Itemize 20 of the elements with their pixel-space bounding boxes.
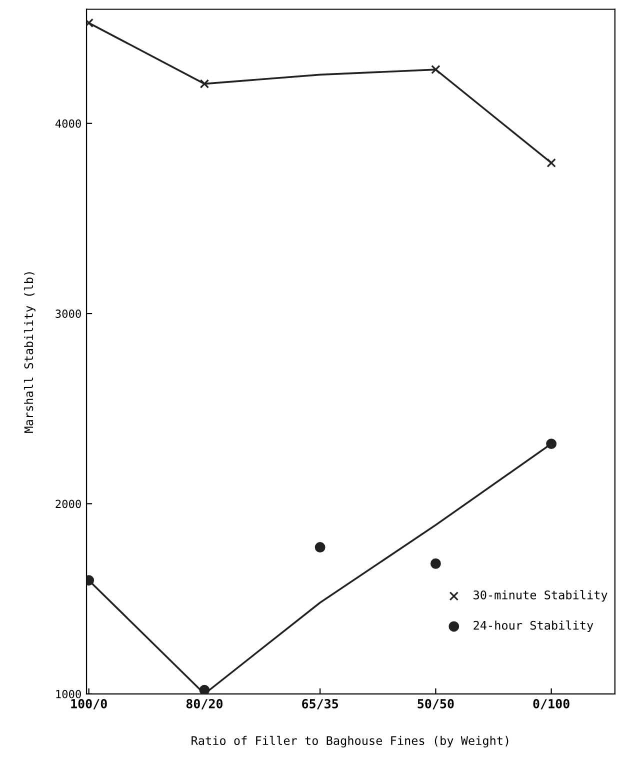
point — [199, 684, 210, 694]
point — [200, 79, 210, 88]
x-tick-label: 0/100 — [533, 698, 570, 710]
y-tick-label: 2000 — [56, 500, 81, 508]
point — [546, 438, 557, 450]
x-tick-label: 65/35 — [302, 698, 338, 710]
legend-label: 24-hour Stability — [474, 620, 594, 632]
y-tick-label: 3000 — [56, 310, 81, 318]
y-axis-title: Marshall Stability (lb) — [24, 272, 36, 433]
x-axis-title: Ratio of Filler to Baghouse Fines (by Weight) — [192, 736, 508, 748]
y-tick-label: 4000 — [55, 119, 81, 128]
point — [430, 558, 441, 569]
legend-label: 30-minute Stability — [474, 590, 608, 602]
point — [431, 64, 440, 74]
x-tick-label: 50/50 — [418, 698, 454, 710]
point — [314, 542, 326, 552]
x-tick-label: 100/0 — [71, 698, 107, 710]
point — [546, 158, 556, 168]
x-tick-label: 80/20 — [186, 698, 223, 710]
y-tick-label: 1000 — [56, 690, 81, 698]
